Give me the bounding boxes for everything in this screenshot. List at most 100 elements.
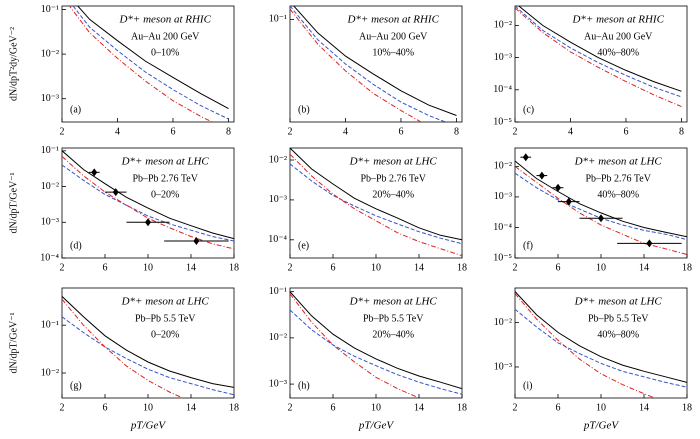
- x-tick-label: 6: [623, 126, 628, 137]
- y-tick-label: 10⁻⁵: [493, 116, 512, 127]
- y-tick-label: 10⁻²: [269, 154, 287, 165]
- data-point: [145, 218, 151, 227]
- y-tick-label: 10⁻⁴: [40, 252, 59, 263]
- x-tick-label: 2: [288, 262, 293, 273]
- plot-frame: [289, 5, 463, 123]
- panel: 2 6 10 14 18 10⁻⁵ 10⁻⁴ 10⁻³ 10⁻² D*+ meson at LHC…: [493, 147, 692, 273]
- curve: [290, 148, 462, 241]
- x-tick-label: 2: [60, 126, 65, 137]
- curve: [515, 308, 687, 388]
- y-tick-label: 10⁻³: [494, 52, 512, 63]
- panel-system: Pb–Pb 2.76 TeV: [132, 173, 198, 184]
- panel: 2 6 10 14 18 10⁻³ 10⁻² D*+ meson at LHC Pb–Pb 5.…: [494, 287, 692, 432]
- panel-title: D*+ meson at LHC: [349, 156, 438, 168]
- curve: [290, 6, 447, 122]
- x-tick-label: 10: [371, 262, 381, 273]
- y-tick-label: 10⁻⁵: [493, 252, 512, 263]
- x-tick-label: 10: [596, 262, 606, 273]
- x-tick-label: 10: [143, 402, 153, 413]
- panel-label: (d): [70, 240, 82, 251]
- x-tick-label: 4: [568, 126, 573, 137]
- panel-centrality: 0–10%: [151, 47, 179, 58]
- plot-area: [290, 291, 462, 398]
- plot-area: [290, 148, 462, 257]
- plot-area: [515, 153, 687, 255]
- panel-system: Pb–Pb 5.5 TeV: [135, 313, 196, 324]
- y-tick-label: 10⁻¹: [41, 145, 59, 156]
- panel: 2 6 10 14 18 10⁻⁴ 10⁻³ 10⁻² 10⁻¹ D*+ meson at LHC…: [8, 145, 239, 273]
- y-tick-label: 10⁻⁴: [493, 222, 512, 233]
- x-tick-label: 6: [556, 402, 561, 413]
- x-tick-label: 2: [513, 126, 518, 137]
- y-axis-label: dN/dpT²dy/GeV⁻²: [8, 27, 19, 101]
- x-tick-label: 18: [229, 262, 239, 273]
- y-tick-label: 10⁻²: [41, 367, 59, 378]
- curve: [290, 291, 462, 390]
- y-tick-label: 10⁻⁴: [268, 234, 287, 245]
- panel-label: (a): [70, 104, 81, 115]
- panel-centrality: 40%–80%: [597, 47, 639, 58]
- curve: [290, 153, 462, 257]
- x-tick-label: 14: [186, 402, 196, 413]
- x-tick-label: 2: [288, 126, 293, 137]
- x-tick-label: 4: [115, 126, 120, 137]
- x-tick-label: 10: [371, 402, 381, 413]
- panel: 2 6 10 14 18 10⁻⁴ 10⁻³ 10⁻² D*+ meson at LHC Pb–P…: [268, 147, 467, 273]
- panel-title: D*+ meson at RHIC: [571, 14, 664, 26]
- curve: [290, 163, 462, 245]
- panel-system: Au–Au 200 GeV: [584, 31, 653, 42]
- x-tick-label: 8: [226, 126, 231, 137]
- x-tick-label: 14: [414, 262, 424, 273]
- data-point: [538, 171, 545, 180]
- panel-label: (f): [523, 240, 533, 251]
- panel-centrality: 40%–80%: [597, 189, 639, 200]
- panel-label: (h): [298, 380, 310, 391]
- x-axis-label: pT/GeV: [358, 420, 395, 432]
- panel: 2 4 6 8 10⁻¹ D*+ meson at RHIC Au–Au 200 GeV 10…: [269, 5, 463, 137]
- curve: [62, 316, 234, 396]
- x-tick-label: 2: [513, 402, 518, 413]
- panel-centrality: 0–20%: [151, 329, 179, 340]
- y-tick-label: 10⁻¹: [269, 14, 287, 25]
- y-tick-label: 10⁻¹: [41, 319, 59, 330]
- data-point: [565, 197, 572, 206]
- curve: [62, 156, 234, 250]
- x-tick-label: 6: [398, 126, 403, 137]
- x-tick-label: 18: [457, 262, 467, 273]
- panel-system: Pb–Pb 2.76 TeV: [360, 173, 426, 184]
- x-tick-label: 2: [513, 262, 518, 273]
- x-tick-label: 8: [454, 126, 459, 137]
- y-tick-label: 10⁻¹: [41, 4, 59, 15]
- curve: [72, 6, 229, 120]
- curve: [290, 8, 423, 122]
- panel-label: (g): [70, 380, 82, 391]
- x-tick-label: 18: [457, 402, 467, 413]
- panel-label: (i): [523, 380, 532, 391]
- x-tick-label: 6: [556, 262, 561, 273]
- curve: [77, 6, 229, 110]
- y-tick-label: 10⁻²: [41, 48, 59, 59]
- curve: [515, 165, 687, 255]
- plot-area: [515, 291, 687, 398]
- data-point: [193, 236, 200, 245]
- panel-title: D*+ meson at RHIC: [118, 14, 211, 26]
- panel-centrality: 20%–40%: [372, 329, 414, 340]
- data-point: [646, 239, 653, 248]
- y-tick-label: 10⁻²: [494, 20, 512, 31]
- panel-title: D*+ meson at RHIC: [346, 14, 439, 26]
- y-axis-label: dN/dpT/GeV⁻¹: [8, 312, 19, 373]
- x-tick-label: 10: [596, 402, 606, 413]
- curve: [518, 6, 682, 92]
- data-point: [555, 183, 561, 192]
- panel: 2 6 10 14 18 10⁻³ 10⁻² 10⁻¹ D*+ meson at LHC Pb–P…: [269, 286, 467, 432]
- x-tick-label: 2: [288, 402, 293, 413]
- panel-title: D*+ meson at LHC: [121, 296, 210, 308]
- x-tick-label: 8: [679, 126, 684, 137]
- panel: 2 6 10 14 18 10⁻² 10⁻¹ D*+ meson at LHC Pb–Pb 5.…: [8, 287, 239, 432]
- x-tick-label: 2: [60, 262, 65, 273]
- data-point: [91, 168, 98, 177]
- panel-system: Au–Au 200 GeV: [131, 31, 200, 42]
- x-tick-label: 18: [682, 262, 692, 273]
- x-tick-label: 6: [331, 402, 336, 413]
